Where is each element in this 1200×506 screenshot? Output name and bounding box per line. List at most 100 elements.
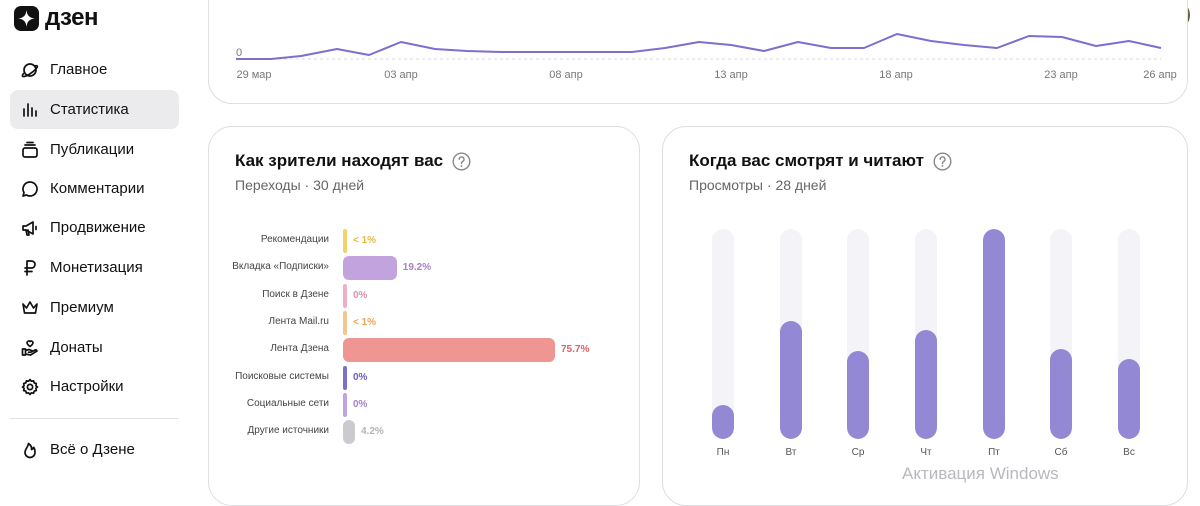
weekday-bar-track[interactable] xyxy=(780,229,802,439)
flame-icon xyxy=(20,440,40,460)
traffic-source-row[interactable]: Лента Дзена 75.7% xyxy=(209,338,639,363)
gear-icon xyxy=(20,377,40,397)
ruble-icon xyxy=(20,258,40,278)
traffic-source-value: 0% xyxy=(353,289,368,301)
views-line-chart xyxy=(236,33,1162,60)
sidebar-item-label: Статистика xyxy=(50,101,129,118)
weekday-bar xyxy=(983,229,1005,439)
weekday-views-subtitle: Просмотры · 28 дней xyxy=(689,177,827,193)
weekday-bar-track[interactable] xyxy=(1050,229,1072,439)
sidebar-item-label: Премиум xyxy=(50,299,114,316)
weekday-bar-track[interactable] xyxy=(915,229,937,439)
traffic-sources-title: Как зрители находят вас xyxy=(235,151,471,171)
traffic-source-label: Вкладка «Подписки» xyxy=(232,261,329,273)
sidebar-item-planet[interactable]: Главное xyxy=(10,50,179,89)
sidebar-item-megaphone[interactable]: Продвижение xyxy=(10,208,179,247)
x-tick-label: 03 апр xyxy=(384,69,418,81)
windows-activation-watermark: Активация Windows xyxy=(902,464,1059,483)
traffic-source-row[interactable]: Рекомендации < 1% xyxy=(209,229,639,253)
traffic-source-bar xyxy=(343,283,347,308)
traffic-sources-card: Как зрители находят вас Переходы · 30 дн… xyxy=(208,126,640,506)
bar-chart-icon xyxy=(20,100,40,120)
weekday-label: Чт xyxy=(920,447,932,458)
views-series-line xyxy=(236,33,1162,60)
traffic-source-bar xyxy=(343,256,397,281)
traffic-source-label: Лента Mail.ru xyxy=(268,315,329,327)
traffic-source-label: Поиск в Дзене xyxy=(262,288,329,300)
sidebar-item-about-zen[interactable]: Всё о Дзене xyxy=(10,430,179,469)
sidebar-item-label: Главное xyxy=(50,61,108,78)
weekday-bar xyxy=(847,350,869,439)
zen-logo[interactable]: дзен xyxy=(14,4,98,32)
traffic-source-value: 0% xyxy=(353,398,368,410)
sidebar-item-label: Всё о Дзене xyxy=(50,441,135,458)
views-chart-card: 0 29 мар 03 апр 08 апр 13 апр 18 апр 23 апр 26… xyxy=(208,0,1188,104)
traffic-source-value: 0% xyxy=(353,371,368,383)
planet-icon xyxy=(20,60,40,80)
sidebar-item-stack[interactable]: Публикации xyxy=(10,130,179,169)
traffic-source-value: < 1% xyxy=(353,316,377,328)
x-tick-label: 08 апр xyxy=(549,69,583,81)
speech-bubble-icon xyxy=(20,179,40,199)
weekday-bar-track[interactable] xyxy=(712,229,734,439)
traffic-source-bar xyxy=(343,229,347,253)
x-tick-label: 23 апр xyxy=(1044,69,1078,81)
weekday-views-title-text: Когда вас смотрят и читают xyxy=(689,151,924,170)
traffic-source-label: Рекомендации xyxy=(260,234,329,245)
sidebar-divider xyxy=(10,418,179,419)
megaphone-icon xyxy=(20,218,40,238)
weekday-bar xyxy=(712,405,734,439)
traffic-source-label: Поисковые системы xyxy=(235,370,329,382)
y-tick-label: 0 xyxy=(236,47,243,59)
traffic-source-bar xyxy=(343,392,347,417)
traffic-source-value: 19.2% xyxy=(402,262,432,274)
sidebar-item-donation-hand[interactable]: Донаты xyxy=(10,328,179,367)
traffic-source-row[interactable]: Лента Mail.ru < 1% xyxy=(209,310,639,335)
traffic-source-row[interactable]: Поиск в Дзене 0% xyxy=(209,283,639,308)
traffic-source-bar xyxy=(343,338,555,363)
sidebar-item-bar-chart[interactable]: Статистика xyxy=(10,90,179,129)
question-circle-icon[interactable] xyxy=(933,151,952,171)
weekday-bar-track[interactable] xyxy=(983,229,1005,439)
question-circle-icon[interactable] xyxy=(452,151,471,171)
x-tick-label: 26 апр xyxy=(1143,69,1177,81)
sidebar-item-label: Настройки xyxy=(50,378,124,395)
weekday-views-title: Когда вас смотрят и читают xyxy=(689,151,952,171)
weekday-bar-track[interactable] xyxy=(847,229,869,439)
weekday-label: Ср xyxy=(851,447,865,458)
sidebar-item-crown[interactable]: Премиум xyxy=(10,288,179,327)
sidebar-item-ruble[interactable]: Монетизация xyxy=(10,248,179,287)
logo-text: дзен xyxy=(45,4,98,31)
sidebar-item-label: Донаты xyxy=(50,339,103,356)
traffic-source-label: Другие источники xyxy=(247,425,329,437)
weekday-bar xyxy=(1050,348,1072,439)
zen-star-icon xyxy=(14,5,39,31)
weekday-label: Вт xyxy=(785,447,797,458)
weekday-label: Сб xyxy=(1054,447,1068,458)
traffic-source-row[interactable]: Вкладка «Подписки» 19.2% xyxy=(209,256,639,281)
weekday-label: Вс xyxy=(1123,447,1135,458)
sidebar-item-label: Монетизация xyxy=(50,259,143,276)
sidebar-item-gear[interactable]: Настройки xyxy=(10,367,179,406)
sidebar-item-speech-bubble[interactable]: Комментарии xyxy=(10,169,179,208)
traffic-source-value: 75.7% xyxy=(561,344,590,356)
weekday-views-card: Когда вас смотрят и читают Просмотры · 2… xyxy=(662,126,1188,506)
weekday-label: Пт xyxy=(988,447,1000,458)
traffic-source-row[interactable]: Социальные сети 0% xyxy=(209,392,639,417)
weekday-bar xyxy=(1118,359,1140,439)
traffic-source-bar xyxy=(343,365,347,390)
traffic-source-value: 4.2% xyxy=(361,426,384,438)
donation-hand-icon xyxy=(20,338,40,358)
crown-icon xyxy=(20,298,40,318)
sidebar-item-label: Публикации xyxy=(50,141,135,158)
stack-icon xyxy=(20,140,40,160)
traffic-source-row[interactable]: Другие источники 4.2% xyxy=(209,420,639,445)
x-tick-label: 13 апр xyxy=(714,69,748,81)
traffic-source-bar xyxy=(343,310,347,335)
traffic-source-value: < 1% xyxy=(353,235,377,246)
traffic-source-row[interactable]: Поисковые системы 0% xyxy=(209,365,639,390)
weekday-bar-track[interactable] xyxy=(1118,229,1140,439)
weekday-label: Пн xyxy=(716,447,730,458)
traffic-sources-subtitle: Переходы · 30 дней xyxy=(235,177,365,193)
sidebar-item-label: Продвижение xyxy=(50,219,146,236)
